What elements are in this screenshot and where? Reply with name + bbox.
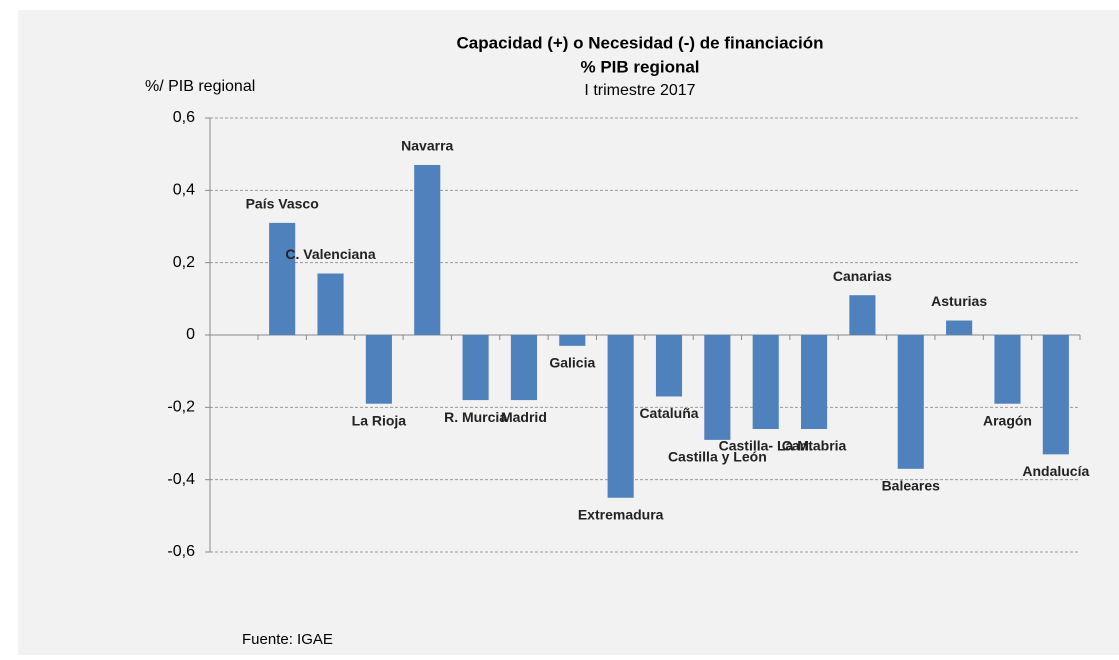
bar-label: La Rioja (352, 412, 407, 428)
y-tick-label: 0,2 (173, 254, 195, 271)
bar-label: Navarra (401, 138, 453, 154)
y-tick-label: 0,6 (173, 109, 195, 126)
bar-label: Baleares (882, 478, 941, 494)
y-tick-label: 0 (186, 326, 195, 343)
bar-label: Madrid (501, 409, 547, 425)
bar (414, 165, 441, 335)
chart-subtitle: % PIB regional (580, 57, 699, 76)
bar-label: País Vasco (246, 196, 319, 212)
bar (752, 335, 779, 430)
y-tick-label: 0,4 (173, 182, 195, 199)
y-tick-label: -0,2 (167, 399, 195, 416)
y-tick-label: -0,6 (167, 543, 195, 560)
chart-period: I trimestre 2017 (584, 82, 695, 99)
bar-label: Cataluña (639, 405, 698, 421)
bar-label: R. Murcia (444, 409, 507, 425)
bar-label: Castilla y León (668, 449, 767, 465)
bar-label: Andalucía (1022, 463, 1089, 479)
bar (607, 335, 634, 498)
bar (559, 335, 586, 346)
bar (704, 335, 731, 440)
bar (462, 335, 489, 401)
bar (365, 335, 392, 404)
bar-label: Canarias (833, 268, 892, 284)
bar (801, 335, 828, 430)
bar (317, 273, 344, 335)
bar (897, 335, 924, 469)
bar (510, 335, 537, 401)
source: Fuente: IGAE (242, 631, 333, 648)
chart-title: Capacidad (+) o Necesidad (-) de financi… (457, 33, 824, 52)
bar-label: Extremadura (578, 506, 664, 522)
bar-label: Cantabria (782, 438, 847, 454)
bar (994, 335, 1021, 404)
bar-label: Galicia (549, 355, 595, 371)
bar-label: Aragón (983, 412, 1032, 428)
bar (655, 335, 683, 397)
bar (946, 320, 973, 335)
y-axis-label: %/ PIB regional (145, 78, 255, 95)
bar (1042, 335, 1069, 455)
bar-label: C. Valenciana (285, 246, 375, 262)
bar (269, 222, 296, 335)
y-tick-label: -0,4 (167, 471, 195, 488)
bar (849, 295, 876, 335)
bar-label: Asturias (931, 293, 987, 309)
bar-label: Castilla- La M. (719, 438, 813, 454)
